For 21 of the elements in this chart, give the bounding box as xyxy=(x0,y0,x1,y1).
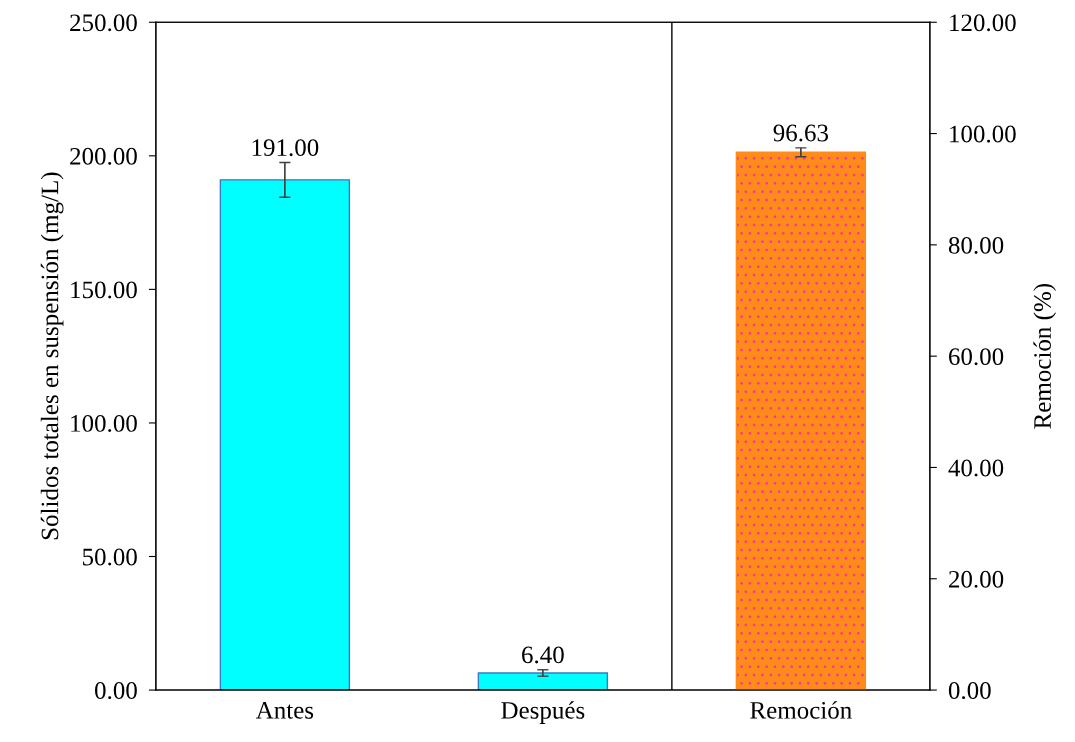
data-label: 6.40 xyxy=(522,646,564,664)
y-tick-label: 100.00 xyxy=(71,414,137,432)
y2-tick-label: 60.00 xyxy=(949,348,1004,366)
y-tick-label: 50.00 xyxy=(83,548,137,566)
y2-tick-label: 0.00 xyxy=(948,682,991,700)
x-tick-label: Remoción xyxy=(750,701,852,719)
data-label: 96.63 xyxy=(773,124,829,142)
y-tick-label: 150.00 xyxy=(71,281,137,299)
y-tick-label: 0.00 xyxy=(95,682,137,700)
y2-tick-label: 100.00 xyxy=(950,125,1016,143)
data-label: 191.00 xyxy=(252,139,319,157)
y2-tick-label: 20.00 xyxy=(949,570,1004,588)
y-tick-label: 200.00 xyxy=(70,147,137,165)
y-axis-title: Sólidos totales en suspensión (mg/L) xyxy=(40,172,64,540)
y2-tick-label: 40.00 xyxy=(948,459,1004,477)
y2-axis-title: Remoción (%) xyxy=(1033,284,1057,429)
y-tick-label: 250.00 xyxy=(70,14,137,32)
y2-tick-label: 120.00 xyxy=(950,14,1016,32)
y2-tick-label: 80.00 xyxy=(948,236,1004,254)
x-tick-label: Después xyxy=(501,701,585,724)
x-tick-label: Antes xyxy=(255,702,314,719)
